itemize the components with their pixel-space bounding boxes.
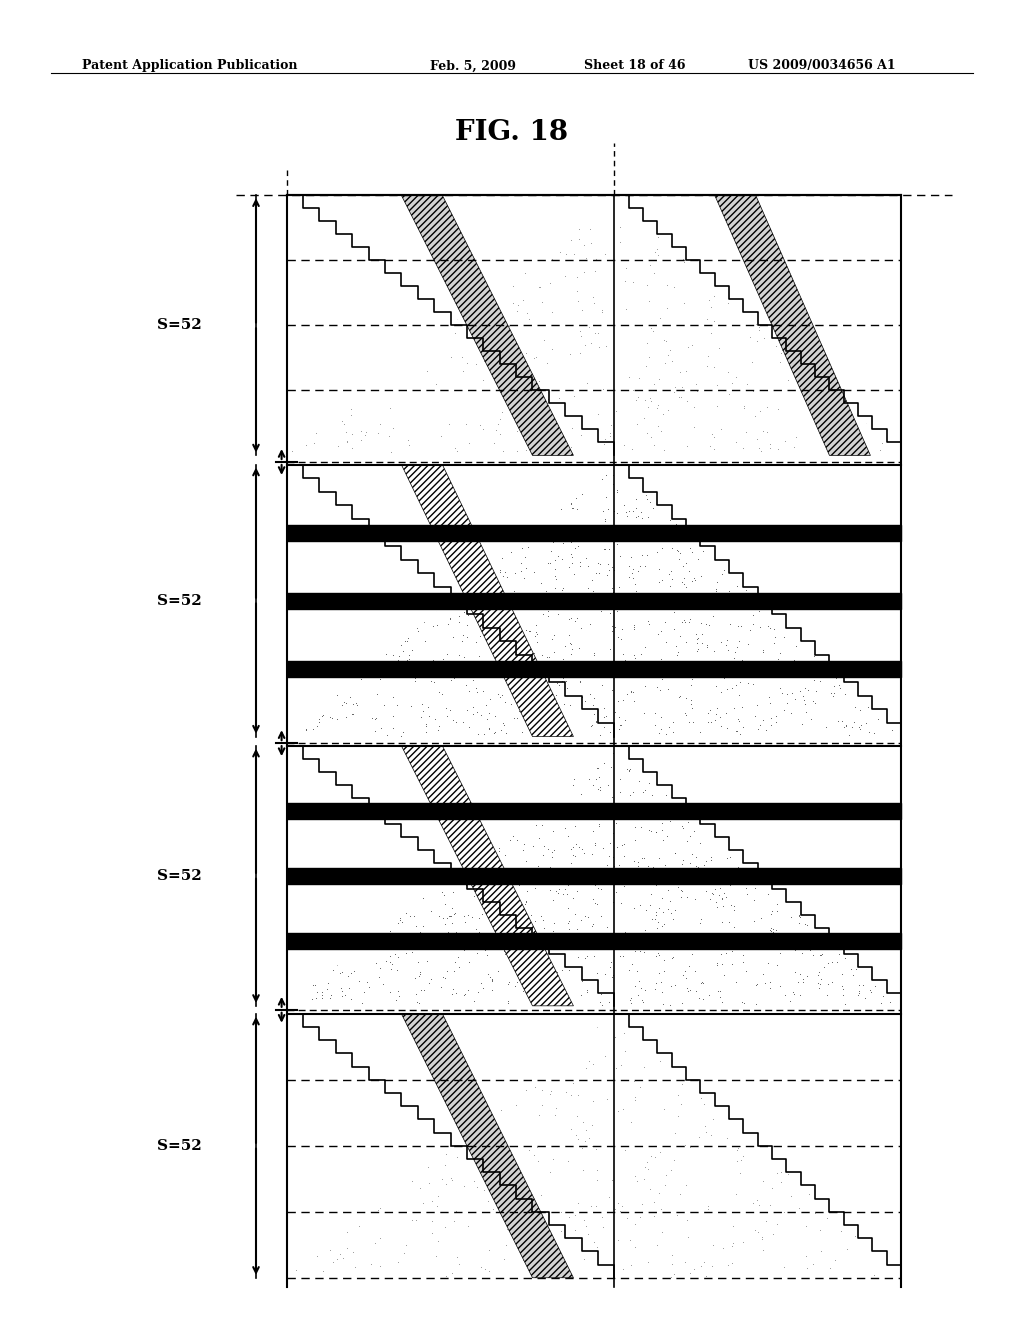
Polygon shape	[401, 465, 573, 737]
Polygon shape	[287, 1014, 614, 1278]
Text: S=52: S=52	[157, 594, 202, 607]
Polygon shape	[401, 195, 573, 455]
Polygon shape	[287, 746, 614, 1006]
Text: Patent Application Publication: Patent Application Publication	[82, 59, 297, 73]
Text: S=52: S=52	[157, 318, 202, 333]
Polygon shape	[287, 195, 614, 455]
Polygon shape	[614, 1014, 901, 1278]
Text: US 2009/0034656 A1: US 2009/0034656 A1	[748, 59, 895, 73]
Polygon shape	[401, 746, 573, 1006]
Polygon shape	[715, 195, 870, 455]
Polygon shape	[401, 1014, 573, 1278]
Text: FIG. 18: FIG. 18	[456, 119, 568, 145]
Polygon shape	[614, 746, 901, 1006]
Text: S=52: S=52	[157, 869, 202, 883]
Polygon shape	[287, 465, 614, 737]
Text: S=52: S=52	[157, 1139, 202, 1152]
Text: Sheet 18 of 46: Sheet 18 of 46	[584, 59, 685, 73]
Polygon shape	[614, 195, 901, 455]
Polygon shape	[614, 465, 901, 737]
Text: Feb. 5, 2009: Feb. 5, 2009	[430, 59, 516, 73]
